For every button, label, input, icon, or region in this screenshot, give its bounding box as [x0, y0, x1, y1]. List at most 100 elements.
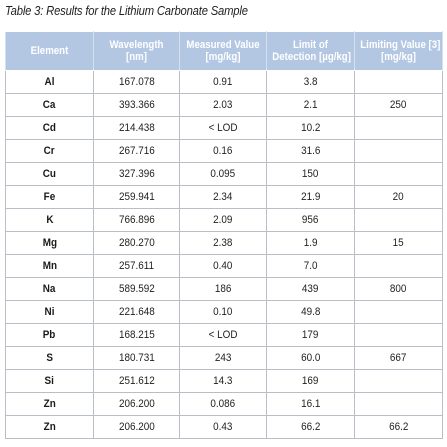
cell-element: Mn — [5, 254, 94, 278]
cell-limiting-value — [354, 323, 443, 347]
table-row: Pb 168.215 < LOD 179 — [5, 323, 443, 347]
cell-limit-of-detection: 439 — [266, 277, 355, 301]
table-row: Ni 221.648 0.10 49.8 — [5, 300, 443, 324]
cell-measured-value: 0.16 — [179, 139, 267, 163]
cell-element: Ca — [5, 93, 94, 117]
header-line: Element — [30, 45, 69, 57]
cell-limit-of-detection: 169 — [266, 369, 355, 393]
table-row: Si 251.612 14.3 169 — [5, 369, 443, 393]
cell-limiting-value: 66.2 — [354, 415, 443, 439]
header-line: Wavelength — [109, 39, 164, 51]
cell-limiting-value: 250 — [354, 93, 443, 117]
cell-wavelength: 206.200 — [93, 392, 180, 416]
cell-measured-value: 2.34 — [179, 185, 267, 209]
header-wavelength: Wavelength [nm] — [93, 31, 180, 71]
cell-wavelength: 251.612 — [93, 369, 180, 393]
cell-limiting-value — [354, 369, 443, 393]
cell-limiting-value — [354, 392, 443, 416]
header-row: Element Wavelength [nm] Measured Value [mg/k… — [5, 31, 443, 71]
cell-wavelength: 267.716 — [93, 139, 180, 163]
table-row: Mg 280.270 2.38 1.9 15 — [5, 231, 443, 255]
header-limit-of-detection: Limit of Detection [µg/kg] — [266, 31, 355, 71]
cell-element: Pb — [5, 323, 94, 347]
cell-measured-value: 0.095 — [179, 162, 267, 186]
table-row: Cu 327.396 0.095 150 — [5, 162, 443, 186]
cell-measured-value: < LOD — [179, 116, 267, 140]
cell-measured-value: 0.40 — [179, 254, 267, 278]
cell-measured-value: < LOD — [179, 323, 267, 347]
cell-wavelength: 206.200 — [93, 415, 180, 439]
cell-limit-of-detection: 2.1 — [266, 93, 355, 117]
cell-limit-of-detection: 16.1 — [266, 392, 355, 416]
cell-limiting-value — [354, 162, 443, 186]
cell-limit-of-detection: 179 — [266, 323, 355, 347]
cell-limit-of-detection: 49.8 — [266, 300, 355, 324]
cell-wavelength: 280.270 — [93, 231, 180, 255]
cell-limit-of-detection: 66.2 — [266, 415, 355, 439]
cell-wavelength: 221.648 — [93, 300, 180, 324]
cell-limiting-value: 800 — [354, 277, 443, 301]
table-row: Al 167.078 0.91 3.8 — [5, 70, 443, 94]
cell-limit-of-detection: 3.8 — [266, 70, 355, 94]
cell-limit-of-detection: 31.6 — [266, 139, 355, 163]
table-row: Ca 393.366 2.03 2.1 250 — [5, 93, 443, 117]
cell-limit-of-detection: 1.9 — [266, 231, 355, 255]
cell-element: Cd — [5, 116, 94, 140]
table-row: Mn 257.611 0.40 7.0 — [5, 254, 443, 278]
table-row: Zn 206.200 0.43 66.2 66.2 — [5, 415, 443, 439]
cell-limiting-value — [354, 254, 443, 278]
cell-element: Ni — [5, 300, 94, 324]
header-element: Element — [5, 31, 94, 71]
cell-wavelength: 766.896 — [93, 208, 180, 232]
cell-element: K — [5, 208, 94, 232]
cell-limiting-value — [354, 116, 443, 140]
cell-limiting-value — [354, 70, 443, 94]
header-line: Measured Value — [186, 39, 260, 51]
table-row: Fe 259.941 2.34 21.9 20 — [5, 185, 443, 209]
cell-limiting-value: 20 — [354, 185, 443, 209]
header-line: [mg/kg] — [205, 51, 241, 63]
header-measured-value: Measured Value [mg/kg] — [179, 31, 267, 71]
table-row: Cd 214.438 < LOD 10.2 — [5, 116, 443, 140]
cell-limit-of-detection: 60.0 — [266, 346, 355, 370]
cell-wavelength: 257.611 — [93, 254, 180, 278]
results-table: Element Wavelength [nm] Measured Value [mg/k… — [5, 31, 443, 439]
cell-element: Fe — [5, 185, 94, 209]
cell-element: Zn — [5, 415, 94, 439]
table-row: Na 589.592 186 439 800 — [5, 277, 443, 301]
cell-measured-value: 0.91 — [179, 70, 267, 94]
cell-limiting-value — [354, 208, 443, 232]
cell-measured-value: 2.09 — [179, 208, 267, 232]
cell-limit-of-detection: 10.2 — [266, 116, 355, 140]
cell-measured-value: 14.3 — [179, 369, 267, 393]
cell-element: Cu — [5, 162, 94, 186]
cell-limit-of-detection: 21.9 — [266, 185, 355, 209]
cell-limiting-value — [354, 139, 443, 163]
header-line: [mg/kg] — [381, 51, 416, 63]
cell-wavelength: 180.731 — [93, 346, 180, 370]
table-row: Zn 206.200 0.086 16.1 — [5, 392, 443, 416]
cell-limiting-value — [354, 300, 443, 324]
table-row: Cr 267.716 0.16 31.6 — [5, 139, 443, 163]
cell-element: Al — [5, 70, 94, 94]
cell-limit-of-detection: 956 — [266, 208, 355, 232]
cell-measured-value: 186 — [179, 277, 267, 301]
table-header: Element Wavelength [nm] Measured Value [mg/k… — [5, 31, 443, 71]
table-row: K 766.896 2.09 956 — [5, 208, 443, 232]
cell-element: Na — [5, 277, 94, 301]
cell-measured-value: 2.03 — [179, 93, 267, 117]
header-line: Detection [µg/kg] — [272, 51, 351, 63]
cell-wavelength: 589.592 — [93, 277, 180, 301]
cell-element: Si — [5, 369, 94, 393]
table-caption: Table 3: Results for the Lithium Carbona… — [5, 4, 248, 18]
cell-element: Cr — [5, 139, 94, 163]
table-body: Al 167.078 0.91 3.8 Ca 393.366 2.03 2.1 250 Cd 214… — [5, 70, 443, 439]
cell-measured-value: 243 — [179, 346, 267, 370]
cell-measured-value: 0.43 — [179, 415, 267, 439]
header-limiting-value: Limiting Value [3] [mg/kg] — [354, 31, 443, 71]
cell-limiting-value: 667 — [354, 346, 443, 370]
cell-wavelength: 214.438 — [93, 116, 180, 140]
table-row: S 180.731 243 60.0 667 — [5, 346, 443, 370]
cell-wavelength: 168.215 — [93, 323, 180, 347]
header-line: Limiting Value [3] — [360, 39, 441, 51]
